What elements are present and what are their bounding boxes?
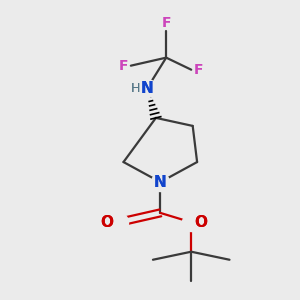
Text: O: O [194, 215, 207, 230]
Text: F: F [161, 16, 171, 29]
Text: H: H [130, 82, 140, 95]
Text: H: H [130, 82, 140, 95]
Text: F: F [194, 63, 204, 77]
Text: N: N [154, 175, 167, 190]
Text: F: F [118, 59, 128, 73]
Text: O: O [100, 215, 113, 230]
Text: N: N [154, 175, 167, 190]
Text: N: N [141, 81, 153, 96]
Text: O: O [100, 215, 113, 230]
Text: N: N [141, 81, 153, 96]
Text: O: O [194, 215, 207, 230]
